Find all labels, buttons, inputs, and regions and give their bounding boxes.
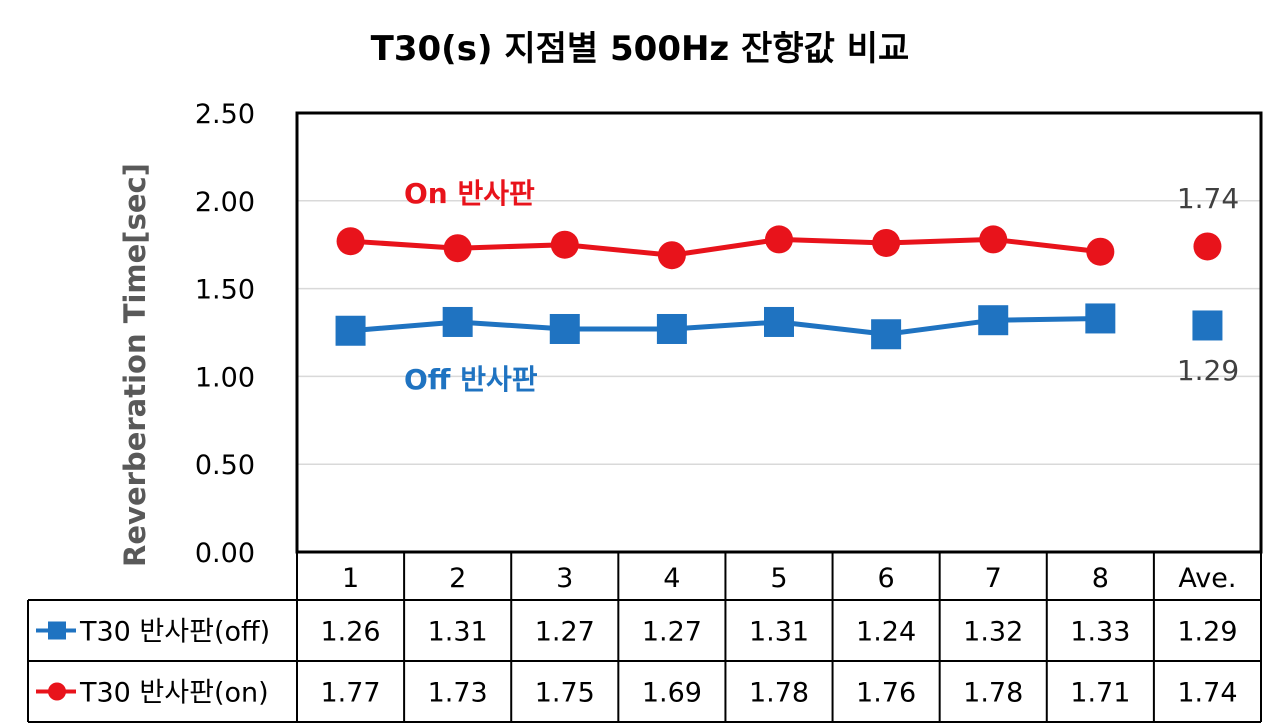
data-label: 1.29 [1177, 617, 1237, 648]
data-label: 1.73 [428, 678, 488, 709]
x-tick-label: 5 [770, 563, 787, 594]
x-tick-label: Ave. [1178, 563, 1236, 594]
series-line [350, 236, 1101, 258]
data-point-square [1192, 310, 1223, 341]
x-tick-label: 1 [342, 563, 359, 594]
y-tick-label: 1.00 [195, 362, 255, 393]
data-point-square [1085, 303, 1116, 334]
data-label: 1.33 [1070, 617, 1130, 648]
grid [297, 200, 1261, 465]
y-tick-labels: 0.00 0.50 1.00 1.50 2.00 2.50 [195, 99, 255, 569]
x-tick-label: 3 [556, 563, 573, 594]
y-tick-label: 0.00 [195, 538, 255, 569]
series-line [350, 315, 1101, 337]
data-point-circle [1193, 232, 1222, 261]
data-label: 1.32 [963, 617, 1023, 648]
data-point-square [442, 306, 473, 337]
data-label: 1.71 [1070, 678, 1130, 709]
x-tick-label: 7 [985, 563, 1002, 594]
data-point-square [764, 306, 794, 337]
data-label: 1.75 [535, 678, 595, 709]
y-tick-label: 2.50 [195, 99, 255, 130]
data-point-circle [872, 228, 901, 257]
x-tick-label: 6 [878, 563, 895, 594]
data-label: 1.27 [642, 617, 702, 648]
annotations: On 반사판 Off 반사판 1.74 1.29 [404, 177, 1239, 396]
data-point-square [549, 313, 580, 344]
data-point-square [871, 319, 902, 350]
data-label: 1.26 [320, 617, 380, 648]
data-point-circle [657, 241, 686, 270]
data-point-square [656, 313, 687, 344]
y-tick-label: 2.00 [195, 187, 255, 218]
data-point-circle [443, 234, 472, 263]
legend-label: T30 반사판(on) [79, 678, 269, 709]
on-reflector-label: On 반사판 [404, 177, 535, 210]
x-tick-label: 2 [449, 563, 466, 594]
x-tick-label: 8 [1092, 563, 1109, 594]
plot-frame [295, 111, 1263, 554]
chart-title: T30(s) 지점별 500Hz 잔향값 비교 [371, 29, 910, 69]
data-point-circle [765, 225, 793, 254]
x-tick-label: 4 [663, 563, 680, 594]
data-table: 1 2 3 4 5 6 7 8 Ave. T30 반사판(off) 1.26 1.31 1.27 1.27… [27, 552, 1262, 723]
data-label: 1.69 [642, 678, 702, 709]
off-reflector-label: Off 반사판 [404, 363, 538, 396]
data-label: 1.31 [428, 617, 488, 648]
data-point-circle [336, 227, 365, 256]
legend-label: T30 반사판(off) [79, 617, 270, 648]
data-label: 1.24 [856, 617, 916, 648]
ave-off-label: 1.29 [1177, 354, 1239, 387]
data-label: 1.78 [749, 678, 809, 709]
y-axis-label: Reverberation Time[sec] [118, 163, 152, 567]
data-label: 1.27 [535, 617, 595, 648]
data-point-circle [979, 225, 1008, 254]
data-point-circle [550, 230, 579, 259]
data-label: 1.78 [963, 678, 1023, 709]
data-label: 1.77 [320, 678, 380, 709]
data-point-square [978, 305, 1009, 336]
data-label: 1.76 [856, 678, 916, 709]
legend-marker-square [48, 621, 66, 640]
series-layer [335, 225, 1223, 350]
data-label: 1.74 [1177, 678, 1237, 709]
ave-on-label: 1.74 [1177, 182, 1239, 215]
y-tick-label: 1.50 [195, 275, 255, 306]
data-point-square [335, 315, 366, 346]
legend-marker-circle [48, 682, 66, 701]
data-point-circle [1086, 237, 1115, 266]
y-tick-label: 0.50 [195, 450, 255, 481]
data-label: 1.31 [749, 617, 809, 648]
